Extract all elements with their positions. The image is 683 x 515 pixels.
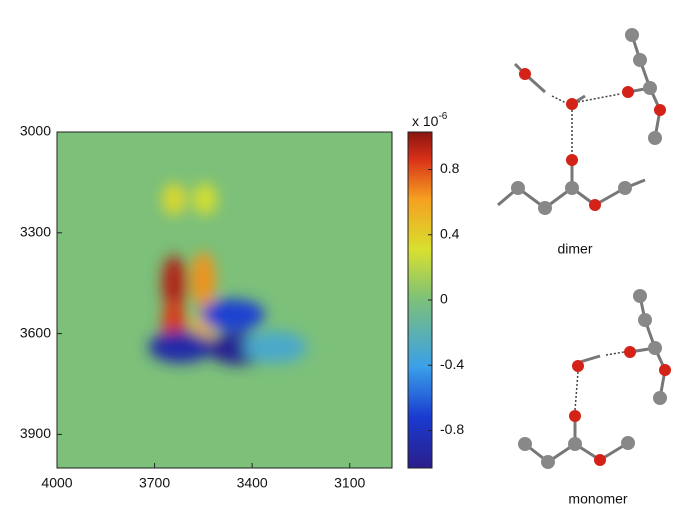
heat-peak: [242, 331, 307, 364]
y-tick-label: 3300: [20, 224, 51, 240]
heatmap: [57, 132, 392, 468]
x-tick-label: 3400: [237, 475, 268, 491]
colorbar-tick-label: 0.4: [440, 225, 460, 241]
heat-peak: [148, 331, 213, 364]
y-tick-label: 3000: [20, 123, 51, 139]
x-tick-label: 3700: [139, 475, 170, 491]
plot-frame: [56, 131, 393, 469]
heat-peak: [162, 183, 187, 216]
heat-peak: [200, 299, 265, 332]
colorbar-tick-label: 0: [440, 291, 448, 307]
colorbar-tick-label: -0.8: [440, 421, 464, 437]
heat-peak: [192, 183, 217, 216]
colorbar-tick-label: -0.4: [440, 356, 464, 372]
x-tick-label: 4000: [41, 475, 72, 491]
annotation: dimer: [557, 241, 592, 257]
monomer-molecule: [518, 289, 671, 469]
colorbar-label: x 10-6: [412, 111, 448, 129]
y-tick-label: 3600: [20, 324, 51, 340]
dimer-molecule: [497, 28, 666, 215]
annotation: monomer: [568, 491, 627, 507]
y-tick-label: 3900: [20, 425, 51, 441]
heat-peak: [191, 251, 216, 308]
colorbar-tick-label: 0.8: [440, 160, 460, 176]
heat-peak: [162, 255, 187, 312]
x-tick-label: 3100: [334, 475, 365, 491]
